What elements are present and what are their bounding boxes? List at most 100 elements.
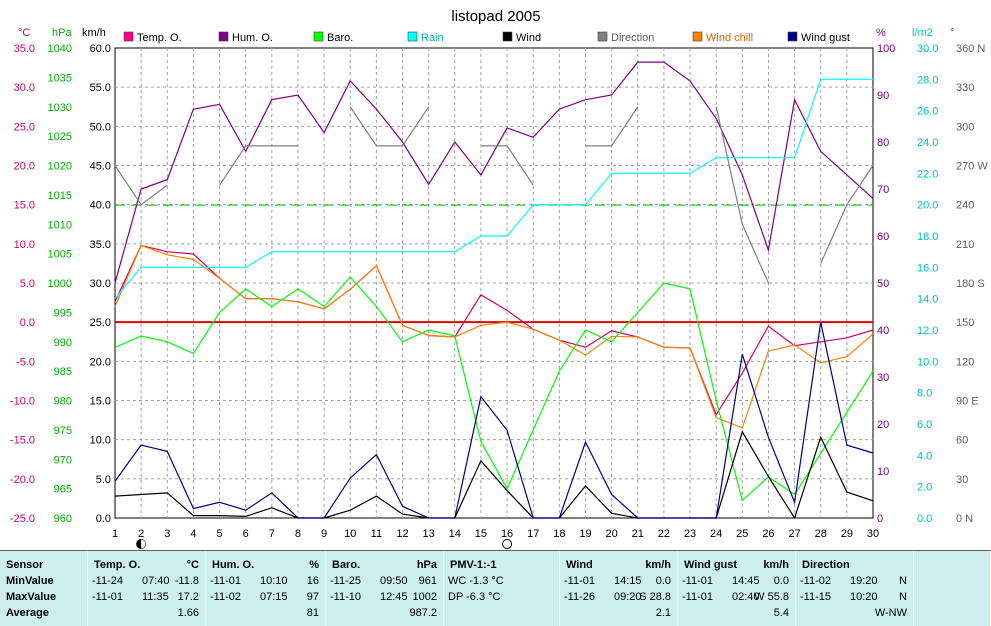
baro-axis-tick: 1005 — [48, 249, 72, 261]
wind-axis-tick: 55.0 — [90, 82, 111, 94]
summary-cell-value: N — [899, 591, 907, 603]
summary-cell-date: -11-15 — [800, 591, 831, 603]
summary-unit: km/h — [645, 559, 671, 571]
summary-cell-value: 1002 — [412, 591, 437, 603]
x-tick-label: 24 — [710, 528, 722, 540]
rain-axis-tick: 22.0 — [917, 168, 938, 180]
rain-axis-tick: 8.0 — [917, 388, 932, 400]
wind-axis-tick: 40.0 — [90, 200, 111, 212]
wind-axis-tick: 15.0 — [90, 396, 111, 408]
legend-swatch — [218, 31, 229, 42]
summary-cell-date: -11-01 — [682, 575, 713, 587]
series-line-direction — [820, 165, 874, 264]
baro-axis-tick: 1015 — [48, 190, 72, 202]
baro-axis-tick: 1020 — [48, 161, 72, 173]
baro-axis-tick: 1000 — [48, 278, 72, 290]
rain-axis-unit: l/m2 — [912, 27, 933, 39]
rain-axis-tick: 16.0 — [917, 262, 938, 274]
baro-axis-tick: 1010 — [48, 219, 72, 231]
x-tick-label: 2 — [138, 528, 144, 540]
direction-axis-tick: 270 W — [956, 161, 988, 173]
wind-axis-tick: 5.0 — [96, 474, 111, 486]
baro-axis-tick: 975 — [54, 425, 72, 437]
x-tick-label: 3 — [164, 528, 170, 540]
x-tick-label: 22 — [658, 528, 670, 540]
temp-axis-tick: -20.0 — [10, 474, 35, 486]
summary-cell-time: 11:35 — [142, 591, 169, 603]
rain-axis-tick: 20.0 — [917, 200, 938, 212]
direction-axis-tick: 180 S — [956, 278, 985, 290]
baro-axis-tick: 1040 — [48, 43, 72, 55]
x-tick-label: 25 — [736, 528, 748, 540]
direction-axis-tick: 330 — [956, 82, 974, 94]
legend-item-label: Baro. — [327, 32, 353, 44]
direction-axis-tick: 240 — [956, 200, 974, 212]
summary-cell-value: 0.0 — [655, 575, 671, 587]
hum-axis-tick: 40 — [877, 325, 889, 337]
temp-axis-tick: 20.0 — [14, 161, 35, 173]
rain-axis-tick: 26.0 — [917, 106, 938, 118]
full-moon-icon — [502, 539, 513, 549]
temp-axis-tick: 25.0 — [14, 121, 35, 133]
series-line-direction — [585, 106, 639, 147]
summary-cell-date: -11-01 — [564, 575, 595, 587]
direction-axis-tick: 210 — [956, 239, 974, 251]
weather-chart: listopad 2005 °C hPa km/h% l/m2 ° Temp. O. Hu… — [10, 8, 988, 549]
series-line-hum-o — [114, 61, 874, 284]
x-tick-label: 15 — [475, 528, 487, 540]
wind-axis-tick: 0.0 — [96, 513, 111, 525]
rain-axis-tick: 2.0 — [917, 482, 932, 494]
direction-axis-tick: 0 N — [956, 513, 973, 525]
summary-cell-date: -11-01 — [210, 575, 241, 587]
direction-axis-tick: 30 — [956, 474, 968, 486]
chart-title: listopad 2005 — [451, 8, 540, 25]
summary-cell-date: -11-25 — [330, 575, 361, 587]
legend-item-label: Rain — [421, 32, 444, 44]
x-tick-label: 30 — [867, 528, 879, 540]
direction-axis-tick: 150 — [956, 317, 974, 329]
x-tick-label: 27 — [788, 528, 800, 540]
summary-cell-value: 0.0 — [773, 575, 789, 587]
summary-header: Hum. O. — [212, 559, 255, 571]
baro-axis-unit: hPa — [52, 27, 72, 39]
summary-cell-date: Average — [6, 607, 50, 619]
temp-axis-tick: -15.0 — [10, 435, 35, 447]
temp-axis-tick: -25.0 — [10, 513, 35, 525]
summary-cell-date: -11-01 — [92, 591, 123, 603]
summary-cell-time: 10:20 — [850, 591, 878, 603]
temp-axis-tick: 30.0 — [14, 82, 35, 94]
summary-column — [914, 551, 991, 626]
hum-axis-tick: 10 — [877, 466, 889, 478]
summary-column: PMV-1:-1 WC -1.3 °C DP -6.3 °C — [444, 551, 560, 626]
summary-header: Wind — [566, 559, 593, 571]
summary-cell-value: 17.2 — [177, 591, 199, 603]
summary-header: Direction — [802, 559, 850, 571]
series-line-direction — [219, 145, 298, 186]
x-tick-label: 19 — [579, 528, 591, 540]
rain-axis-tick: 24.0 — [917, 137, 938, 149]
temp-axis-tick: -5.0 — [16, 356, 35, 368]
rain-axis-tick: 6.0 — [917, 419, 932, 431]
temp-axis-unit: °C — [18, 27, 30, 39]
legend-swatch — [597, 31, 608, 42]
temp-axis-tick: 0.0 — [20, 317, 35, 329]
baro-axis-tick: 965 — [54, 484, 72, 496]
summary-cell-time: 09:20 — [614, 591, 642, 603]
temp-axis-tick: 15.0 — [14, 200, 35, 212]
legend-item-label: Wind gust — [801, 32, 850, 44]
wind-axis-tick: 25.0 — [90, 317, 111, 329]
x-tick-label: 12 — [396, 528, 408, 540]
rain-axis-tick: 30.0 — [917, 43, 938, 55]
series-line-direction — [715, 106, 769, 284]
baro-axis-tick: 970 — [54, 454, 72, 466]
summary-cell-time: 14:15 — [614, 575, 642, 587]
baro-axis-tick: 1030 — [48, 102, 72, 114]
wind-axis-tick: 10.0 — [90, 435, 111, 447]
series-line-direction — [114, 165, 168, 206]
summary-cell-time: 07:40 — [142, 575, 170, 587]
direction-axis-tick: 90 E — [956, 396, 979, 408]
wind-axis-unit: km/h — [82, 27, 106, 39]
hum-axis-tick: 70 — [877, 184, 889, 196]
direction-axis-tick: 120 — [956, 356, 974, 368]
hum-axis-tick: 80 — [877, 137, 889, 149]
